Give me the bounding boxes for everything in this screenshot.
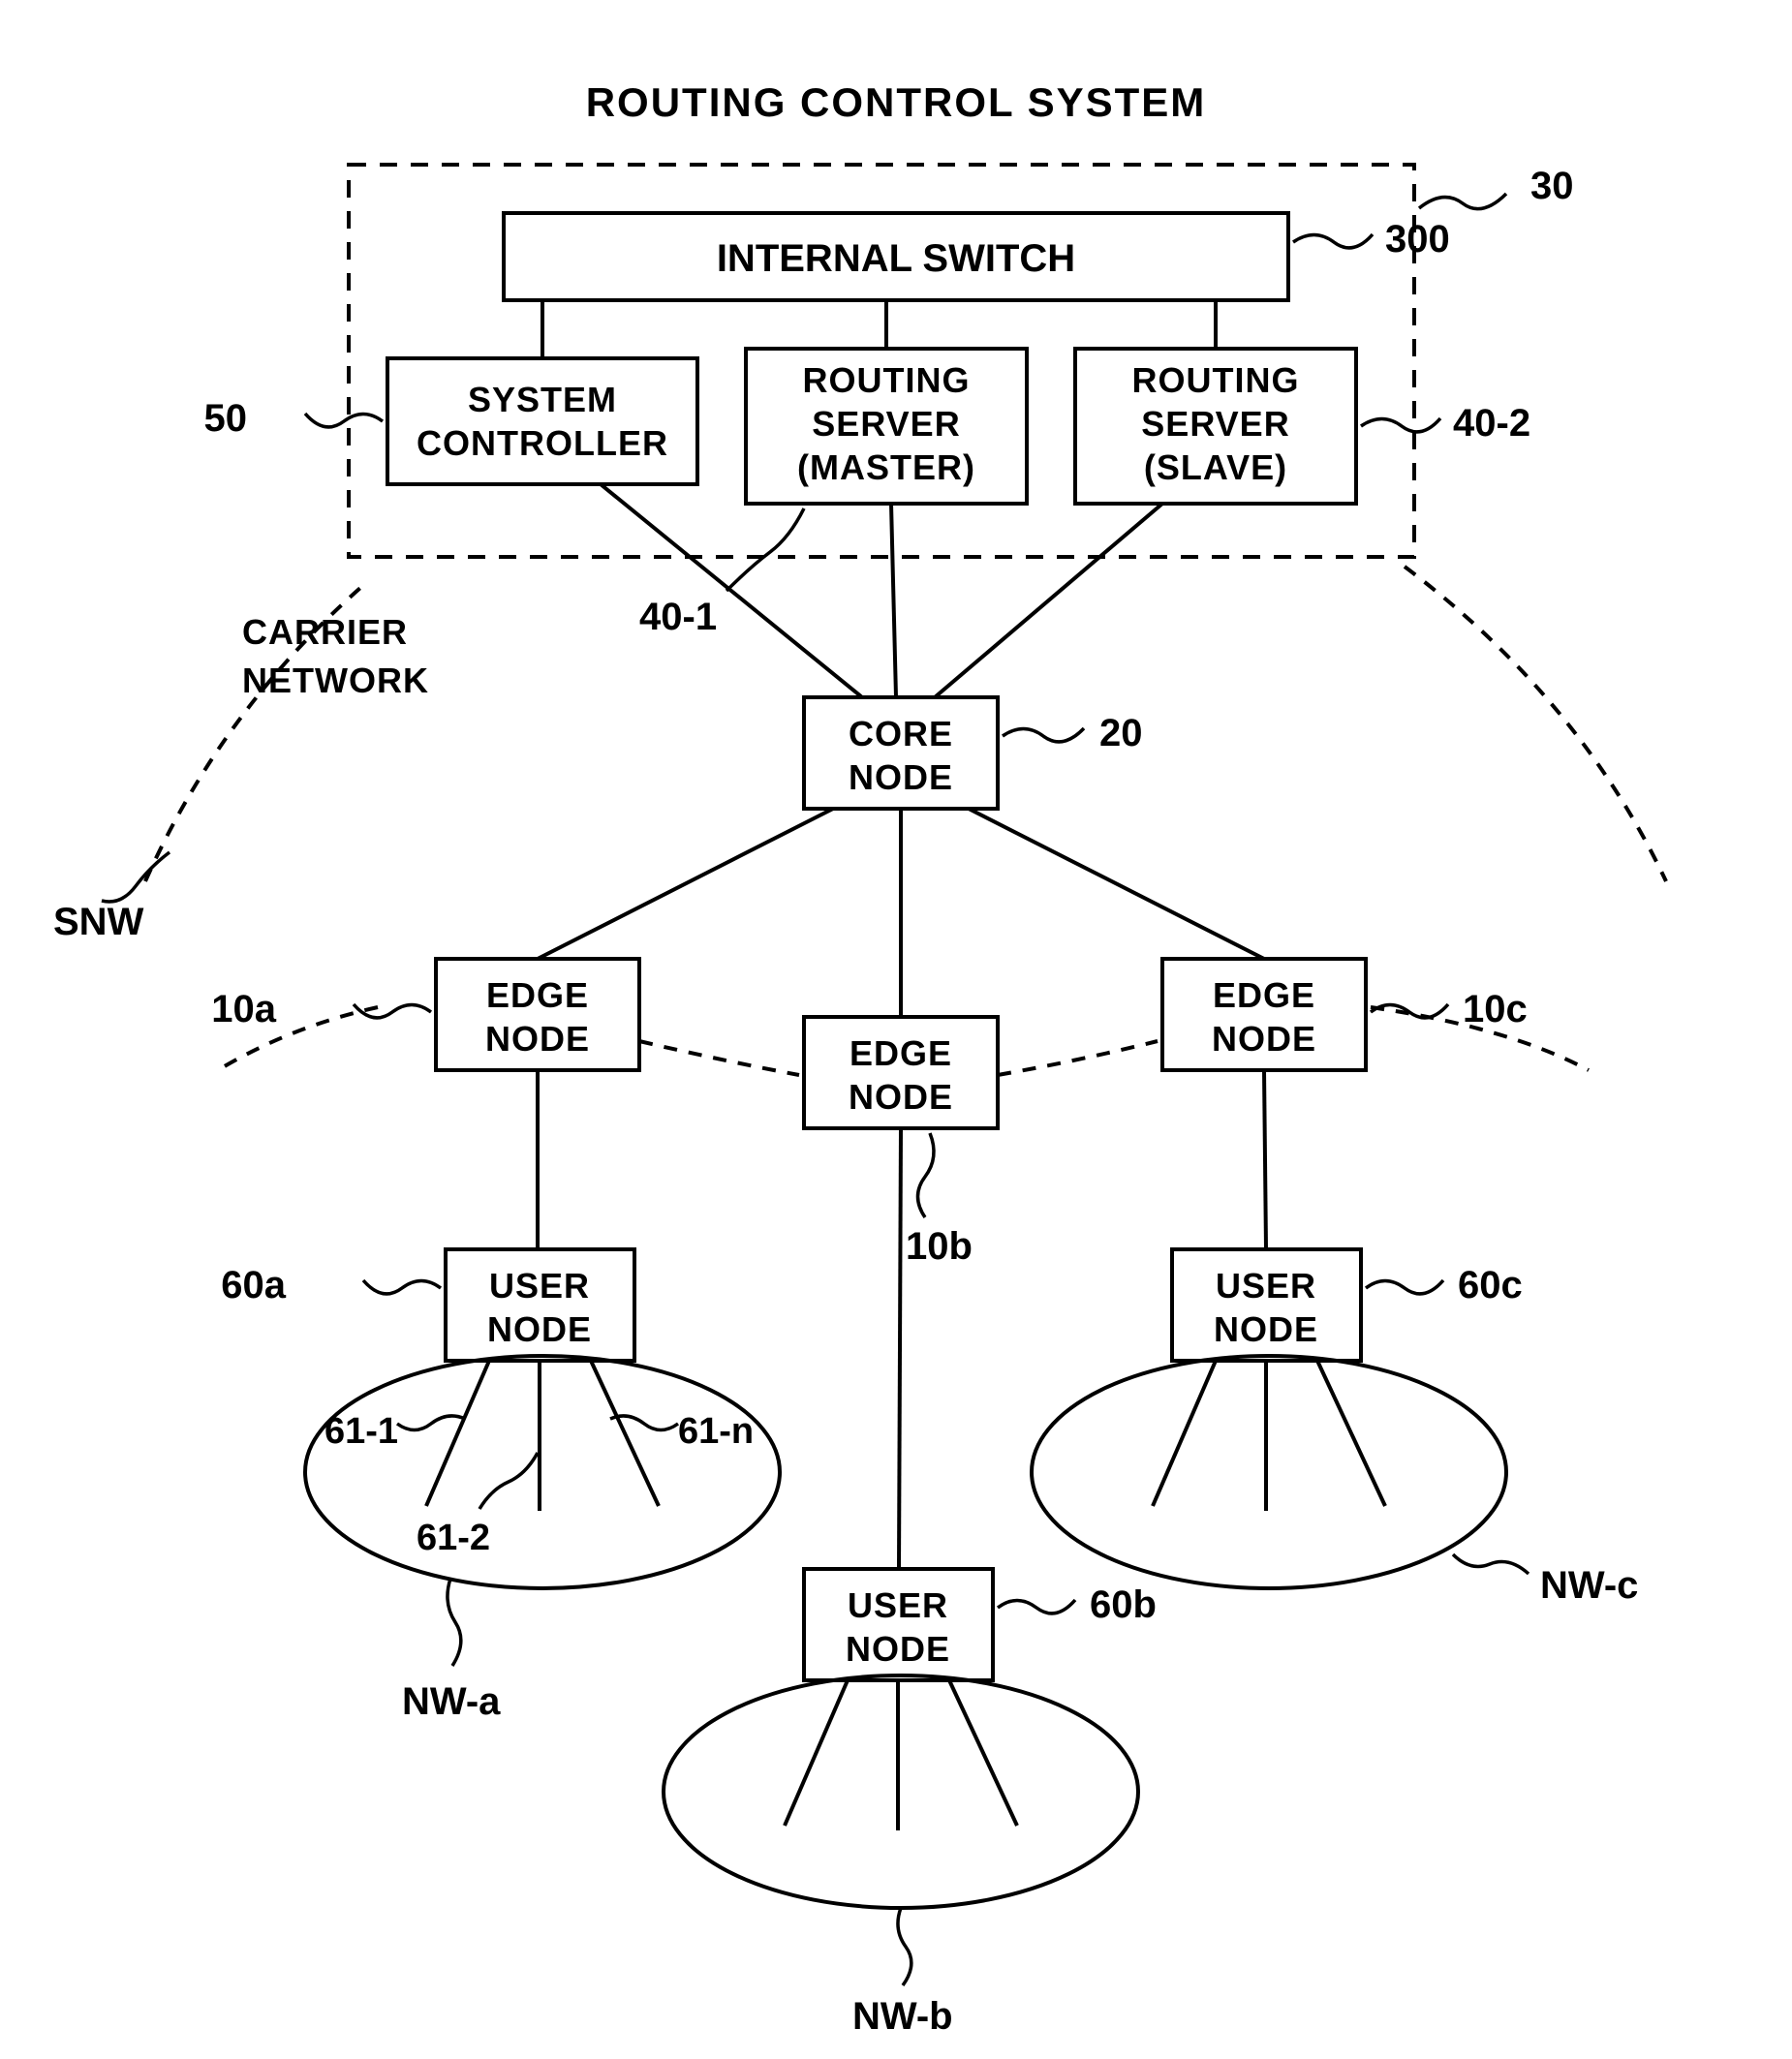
leader-61-2 [479, 1453, 538, 1509]
system-controller-box [387, 358, 697, 484]
routing-slave-l2: SERVER [1141, 404, 1289, 444]
ref-40-2: 40-2 [1453, 402, 1530, 445]
nw-a-ellipse [305, 1356, 780, 1588]
ref-10a: 10a [211, 988, 276, 1030]
leader-40-1 [726, 508, 804, 591]
leader-snw [102, 852, 170, 902]
ref-10c: 10c [1463, 988, 1528, 1030]
routing-master-l1: ROUTING [803, 360, 971, 400]
ref-61-2: 61-2 [417, 1518, 490, 1558]
leader-61-1 [397, 1416, 465, 1430]
user-b-l2: NODE [846, 1629, 950, 1669]
leader-20 [1003, 728, 1084, 742]
title-main: ROUTING CONTROL SYSTEM [586, 79, 1207, 125]
ref-50: 50 [204, 397, 248, 440]
ref-20: 20 [1099, 712, 1143, 754]
ref-60b: 60b [1090, 1583, 1157, 1626]
leader-60c [1366, 1280, 1443, 1294]
core-node-l1: CORE [849, 714, 953, 753]
leader-300 [1293, 234, 1373, 248]
edge-b-l2: NODE [849, 1077, 953, 1117]
leader-40-2 [1361, 418, 1440, 432]
leader-nw-a [448, 1579, 461, 1666]
nw-b-label: NW-b [852, 1995, 953, 2038]
leader-10c [1371, 1004, 1448, 1018]
ref-300: 300 [1385, 218, 1450, 261]
core-node-l2: NODE [849, 757, 953, 797]
nw-a-label: NW-a [402, 1680, 501, 1723]
ref-60a: 60a [221, 1264, 286, 1306]
edge-a-l1: EDGE [486, 975, 589, 1015]
routing-master-l3: (MASTER) [797, 447, 975, 487]
ref-61-1: 61-1 [324, 1411, 398, 1452]
user-b-l1: USER [848, 1585, 948, 1625]
ref-61-n: 61-n [678, 1411, 754, 1452]
ref-10b: 10b [906, 1225, 973, 1268]
leader-nw-b [898, 1908, 911, 1985]
leader-50 [305, 414, 383, 427]
edge-b-l1: EDGE [850, 1033, 952, 1073]
nw-b-ellipse [664, 1675, 1138, 1908]
nw-c-label: NW-c [1540, 1564, 1638, 1607]
routing-slave-l3: (SLAVE) [1144, 447, 1287, 487]
routing-slave-l1: ROUTING [1132, 360, 1300, 400]
ref-snw: SNW [53, 901, 144, 943]
edge-arc-m1 [639, 1041, 799, 1075]
leader-nw-c [1453, 1554, 1529, 1574]
edge-a-l2: NODE [485, 1019, 590, 1059]
leader-60b [998, 1600, 1075, 1613]
leader-60a [363, 1280, 441, 1294]
nw-c-ellipse [1032, 1356, 1506, 1588]
ref-30: 30 [1530, 165, 1574, 207]
edge-c-l2: NODE [1212, 1019, 1316, 1059]
edge-c-l1: EDGE [1213, 975, 1315, 1015]
ref-40-1: 40-1 [639, 596, 717, 638]
user-a-l2: NODE [487, 1309, 592, 1349]
carrier-l1: CARRIER [242, 612, 408, 652]
edge-arc-m2 [998, 1041, 1158, 1075]
routing-master-l2: SERVER [812, 404, 960, 444]
leader-10b [918, 1133, 935, 1217]
system-controller-l1: SYSTEM [468, 380, 617, 419]
user-c-l1: USER [1216, 1266, 1316, 1306]
user-c-l2: NODE [1214, 1309, 1318, 1349]
leader-30 [1419, 194, 1506, 209]
snw-arc-right [1405, 567, 1666, 881]
system-controller-l2: CONTROLLER [417, 423, 668, 463]
ref-60c: 60c [1458, 1264, 1523, 1306]
routing-diagram: ROUTING CONTROL SYSTEM 30 INTERNAL SWITC… [0, 0, 1792, 2059]
internal-switch-label: INTERNAL SWITCH [717, 237, 1075, 280]
user-a-l1: USER [489, 1266, 590, 1306]
